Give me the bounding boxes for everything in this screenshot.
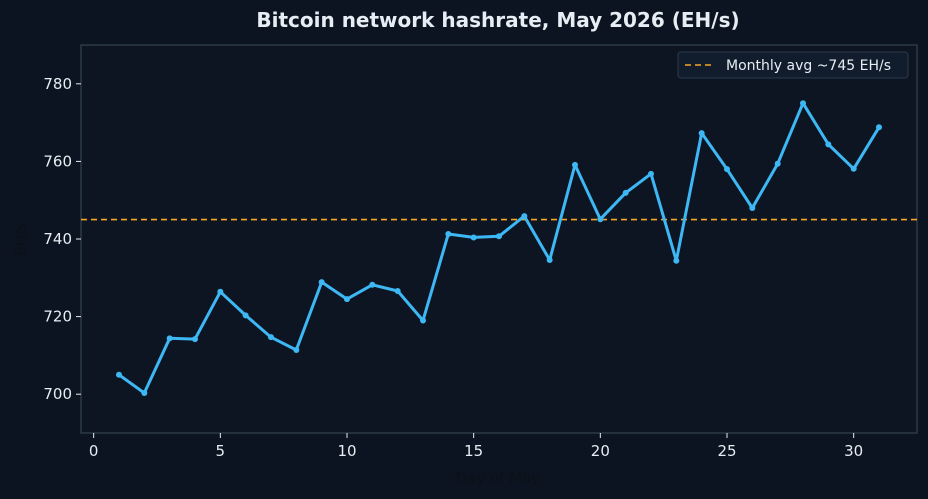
data-point bbox=[825, 141, 832, 148]
legend-box bbox=[677, 51, 909, 79]
data-point bbox=[876, 124, 882, 131]
data-point bbox=[622, 189, 629, 196]
data-point bbox=[724, 166, 730, 173]
y-axis-label: EH/s bbox=[12, 222, 30, 256]
legend: Monthly avg ~745 EH/s bbox=[677, 51, 909, 79]
data-point bbox=[192, 336, 198, 343]
data-point bbox=[673, 257, 680, 264]
data-point bbox=[850, 165, 857, 172]
data-point bbox=[800, 100, 806, 107]
legend-entry-average: Monthly avg ~745 EH/s bbox=[726, 58, 891, 74]
data-point bbox=[749, 204, 756, 211]
series-layer bbox=[116, 100, 882, 397]
data-point bbox=[369, 281, 376, 288]
x-tick-label: 25 bbox=[717, 442, 736, 460]
data-point bbox=[698, 130, 705, 137]
data-point bbox=[344, 296, 350, 303]
data-point bbox=[166, 335, 173, 342]
data-point bbox=[597, 216, 604, 223]
x-tick-label: 5 bbox=[216, 442, 226, 460]
data-point bbox=[546, 256, 553, 263]
y-tick-label: 740 bbox=[43, 230, 72, 248]
x-axis-label: Day of May bbox=[456, 469, 541, 487]
data-point bbox=[268, 334, 274, 341]
y-tick-label: 700 bbox=[43, 385, 72, 403]
x-axis: 0 5 10 15 20 25 30 bbox=[89, 433, 863, 460]
data-point bbox=[496, 233, 502, 240]
y-axis: 700 720 740 760 780 bbox=[43, 75, 81, 403]
data-point bbox=[420, 317, 426, 324]
data-point bbox=[293, 346, 300, 353]
x-tick-label: 10 bbox=[337, 442, 356, 460]
data-point bbox=[648, 170, 654, 177]
data-point bbox=[470, 234, 477, 241]
data-point bbox=[774, 160, 781, 167]
data-point bbox=[141, 390, 148, 397]
y-tick-label: 760 bbox=[43, 152, 72, 170]
data-point bbox=[242, 312, 249, 319]
chart-title: Bitcoin network hashrate, May 2026 (EH/s… bbox=[256, 8, 739, 32]
data-point bbox=[116, 371, 122, 378]
y-tick-label: 780 bbox=[43, 75, 72, 93]
data-point bbox=[217, 288, 224, 295]
data-point bbox=[445, 230, 452, 237]
data-point bbox=[572, 161, 578, 168]
x-tick-label: 0 bbox=[89, 442, 99, 460]
x-tick-label: 20 bbox=[591, 442, 610, 460]
x-tick-label: 30 bbox=[844, 442, 863, 460]
data-point bbox=[394, 287, 401, 294]
x-tick-label: 15 bbox=[464, 442, 483, 460]
data-point bbox=[521, 213, 528, 220]
data-point bbox=[318, 279, 325, 286]
y-tick-label: 720 bbox=[43, 308, 72, 326]
